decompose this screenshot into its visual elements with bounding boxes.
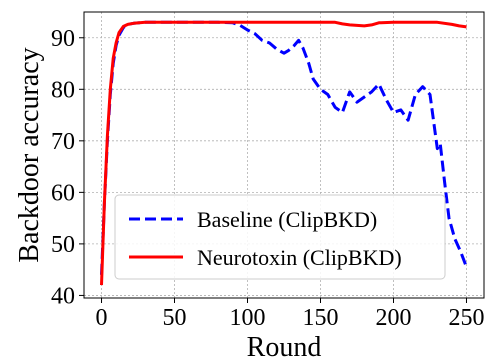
x-tick-label: 150 <box>302 305 338 331</box>
x-axis-label: Round <box>247 332 322 360</box>
legend: Baseline (ClipBKD) Neurotoxin (ClipBKD) <box>114 194 446 280</box>
x-tick-label: 200 <box>375 305 411 331</box>
axis-ticks: 0 50 100 150 200 250 40 50 60 70 80 90 <box>51 26 484 331</box>
legend-box <box>114 194 446 280</box>
y-tick-label: 80 <box>51 77 75 103</box>
x-tick-label: 250 <box>448 305 484 331</box>
y-tick-label: 70 <box>51 129 75 155</box>
legend-label-baseline: Baseline (ClipBKD) <box>197 207 377 232</box>
plot-frame <box>83 11 485 299</box>
x-tick-label: 50 <box>163 305 187 331</box>
series-layer <box>100 20 468 286</box>
x-tick-label: 100 <box>230 305 266 331</box>
x-tick-label: 0 <box>96 305 108 331</box>
y-axis-label: Backdoor accuracy <box>14 47 45 262</box>
series-neurotoxin-line <box>100 20 467 286</box>
y-tick-label: 60 <box>51 180 75 206</box>
y-tick-label: 40 <box>51 283 75 309</box>
y-tick-label: 90 <box>51 26 75 52</box>
y-tick-label: 50 <box>51 232 75 258</box>
legend-label-neurotoxin: Neurotoxin (ClipBKD) <box>197 245 402 270</box>
